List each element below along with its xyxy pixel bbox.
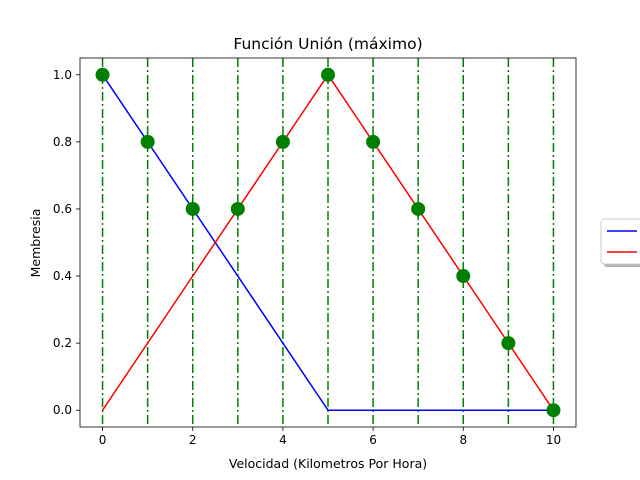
x-axis-label: Velocidad (Kilometros Por Hora) [229,456,427,471]
chart-title: Función Unión (máximo) [233,35,422,53]
data-point-7 [411,201,426,216]
vertical-guide-lines [101,58,555,427]
x-tick-label-0: 0 [99,433,107,447]
union-markers [95,67,561,418]
data-point-10 [546,403,561,418]
y-tick-label-4: 0.8 [53,135,72,149]
data-point-9 [501,336,516,351]
data-point-5 [321,67,335,82]
x-tick-label-3: 6 [369,433,377,447]
y-axis-label: Membresia [28,209,43,278]
plot-frame [79,57,577,428]
y-tick-label-0: 0.0 [53,403,72,417]
data-point-3 [230,201,245,216]
x-tick-label-1: 2 [189,433,197,447]
y-tick-label-5: 1.0 [53,68,72,82]
y-tick-label-3: 0.6 [53,202,72,216]
data-point-4 [275,134,290,149]
y-tick-label-1: 0.2 [53,336,72,350]
x-tick-label-5: 10 [546,433,561,447]
data-point-0 [95,67,110,82]
data-point-2 [185,201,200,216]
data-point-6 [366,134,381,149]
series-line-0 [101,74,554,411]
data-point-1 [140,134,155,149]
data-point-8 [456,269,471,284]
legend [600,218,640,267]
y-axis-ticks: 0.0 0.2 0.4 0.6 0.8 1.0 [53,68,80,417]
x-tick-label-4: 8 [459,433,467,447]
legend-box [600,218,640,265]
x-axis-ticks: 0 2 4 6 8 10 [99,427,561,447]
x-tick-label-2: 4 [279,433,287,447]
y-tick-label-2: 0.4 [53,269,72,283]
